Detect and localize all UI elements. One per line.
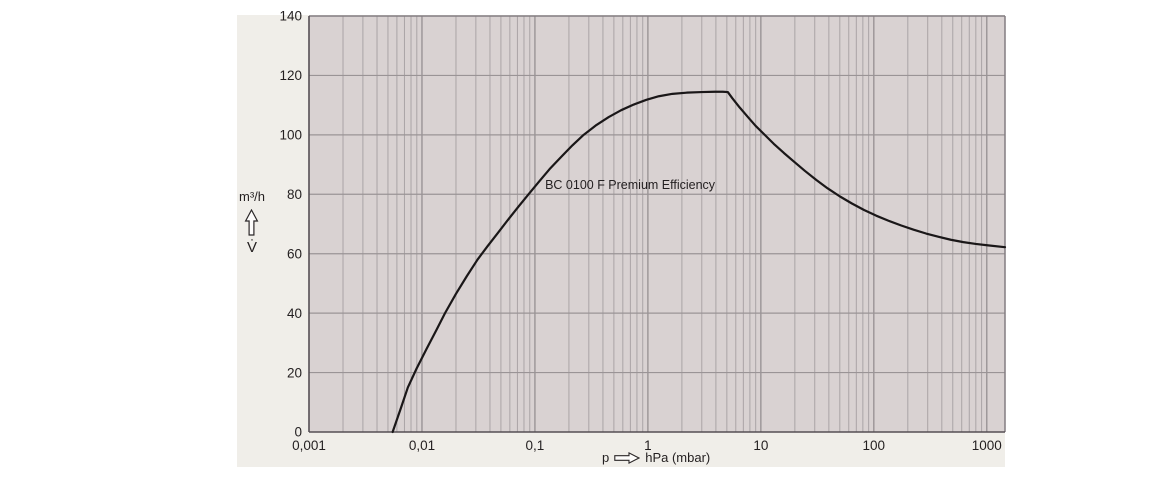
- series-label: BC 0100 F Premium Efficiency: [545, 177, 716, 192]
- x-tick-label: 0,1: [526, 438, 545, 453]
- x-tick-label: 0,001: [292, 438, 326, 453]
- y-tick-label: 140: [279, 9, 302, 24]
- y-axis-quantity-symbol: V̇: [246, 239, 257, 256]
- y-tick-label: 0: [294, 425, 302, 440]
- x-tick-label: 1000: [972, 438, 1002, 453]
- y-tick-label: 120: [279, 68, 302, 83]
- x-tick-label: 10: [753, 438, 768, 453]
- y-axis-unit-label: m³/h: [239, 189, 265, 204]
- y-tick-label: 40: [287, 306, 302, 321]
- x-tick-label: 1: [644, 438, 652, 453]
- y-tick-label: 100: [279, 128, 302, 143]
- x-tick-label: 100: [863, 438, 886, 453]
- x-axis-unit: hPa (mbar): [645, 450, 711, 465]
- x-tick-label: 0,01: [409, 438, 435, 453]
- y-tick-label: 60: [287, 246, 302, 261]
- performance-curve: [391, 90, 1007, 434]
- y-tick-label: 80: [287, 187, 302, 202]
- y-tick-label: 20: [287, 365, 302, 380]
- x-axis-label: p hPa (mbar): [602, 450, 710, 466]
- right-arrow-icon: [614, 452, 641, 464]
- plot-area: [309, 16, 1005, 432]
- up-arrow-icon: [244, 209, 259, 236]
- x-axis-quantity-symbol: p: [602, 450, 610, 465]
